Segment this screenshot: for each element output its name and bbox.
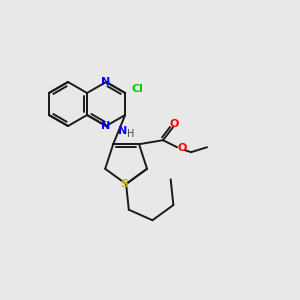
Text: N: N — [101, 121, 111, 131]
Text: N: N — [118, 126, 128, 136]
Text: S: S — [120, 179, 128, 189]
Text: O: O — [177, 143, 187, 153]
Text: H: H — [127, 129, 134, 139]
Text: O: O — [169, 119, 179, 129]
Text: Cl: Cl — [131, 84, 143, 94]
Text: N: N — [101, 77, 111, 87]
